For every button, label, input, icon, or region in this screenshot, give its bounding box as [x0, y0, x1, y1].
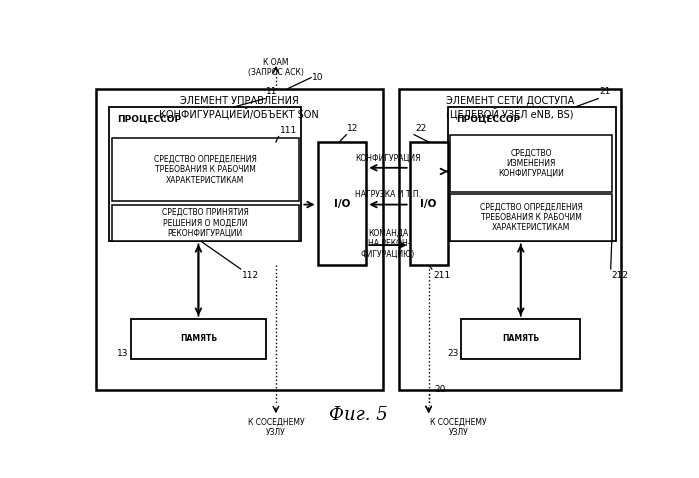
- Text: СРЕДСТВО ОПРЕДЕЛЕНИЯ
ТРЕБОВАНИЯ К РАБОЧИМ
ХАРАКТЕРИСТИКАМ: СРЕДСТВО ОПРЕДЕЛЕНИЯ ТРЕБОВАНИЯ К РАБОЧИ…: [480, 203, 582, 232]
- Bar: [399, 88, 621, 391]
- Text: I/O: I/O: [421, 199, 437, 209]
- Text: 10: 10: [312, 73, 324, 82]
- Bar: [96, 88, 382, 391]
- Text: Фиг. 5: Фиг. 5: [329, 405, 388, 424]
- Bar: [410, 142, 447, 265]
- Text: 21: 21: [599, 87, 611, 96]
- Bar: [131, 319, 266, 359]
- Text: ПАМЯТЬ: ПАМЯТЬ: [502, 335, 540, 343]
- Text: 13: 13: [117, 349, 128, 358]
- Text: 12: 12: [347, 124, 359, 133]
- Text: 22: 22: [415, 124, 426, 133]
- Bar: [112, 138, 298, 201]
- Text: КОНФИГУРАЦИЯ: КОНФИГУРАЦИЯ: [355, 153, 421, 162]
- Text: КОМАНДА
(НА РЕКОН-
ФИГУРАЦИЮ): КОМАНДА (НА РЕКОН- ФИГУРАЦИЮ): [361, 228, 415, 258]
- Text: 112: 112: [242, 271, 259, 280]
- Bar: [317, 142, 366, 265]
- Text: К ОАМ
(ЗАПРОС АСК): К ОАМ (ЗАПРОС АСК): [248, 58, 304, 77]
- Text: 211: 211: [433, 271, 450, 280]
- Text: СРЕДСТВО ОПРЕДЕЛЕНИЯ
ТРЕБОВАНИЯ К РАБОЧИМ
ХАРАКТЕРИСТИКАМ: СРЕДСТВО ОПРЕДЕЛЕНИЯ ТРЕБОВАНИЯ К РАБОЧИ…: [154, 155, 257, 185]
- Text: I/O: I/O: [334, 199, 350, 209]
- Text: ПАМЯТЬ: ПАМЯТЬ: [180, 335, 217, 343]
- Text: ПРОЦЕССОР: ПРОЦЕССОР: [456, 114, 520, 123]
- Bar: [450, 135, 612, 192]
- Text: 212: 212: [612, 271, 629, 280]
- Text: ЭЛЕМЕНТ УПРАВЛЕНИЯ
КОНФИГУРАЦИЕЙ/ОБЪЕКТ SON: ЭЛЕМЕНТ УПРАВЛЕНИЯ КОНФИГУРАЦИЕЙ/ОБЪЕКТ …: [159, 96, 319, 120]
- Bar: [447, 107, 616, 241]
- Text: СРЕДСТВО
ИЗМЕНЕНИЯ
КОНФИГУРАЦИИ: СРЕДСТВО ИЗМЕНЕНИЯ КОНФИГУРАЦИИ: [498, 148, 564, 178]
- Text: 23: 23: [447, 349, 459, 358]
- Text: ПРОЦЕССОР: ПРОЦЕССОР: [117, 114, 181, 123]
- Text: К СОСЕДНЕМУ
УЗЛУ: К СОСЕДНЕМУ УЗЛУ: [247, 418, 304, 437]
- Text: СРЕДСТВО ПРИНЯТИЯ
РЕШЕНИЯ О МОДЕЛИ
РЕКОНФИГУРАЦИИ: СРЕДСТВО ПРИНЯТИЯ РЕШЕНИЯ О МОДЕЛИ РЕКОН…: [161, 208, 249, 238]
- Text: 20: 20: [434, 385, 445, 394]
- Text: К СОСЕДНЕМУ
УЗЛУ: К СОСЕДНЕМУ УЗЛУ: [430, 418, 487, 437]
- Bar: [450, 194, 612, 241]
- Text: 11: 11: [266, 87, 278, 96]
- Text: 111: 111: [280, 126, 297, 135]
- Text: ЭЛЕМЕНТ СЕТИ ДОСТУПА
(ЦЕЛЕВОЙ УЗЕЛ eNB, BS): ЭЛЕМЕНТ СЕТИ ДОСТУПА (ЦЕЛЕВОЙ УЗЕЛ eNB, …: [446, 96, 574, 120]
- Bar: [461, 319, 580, 359]
- Bar: [109, 107, 301, 241]
- Text: НАГРУЗКА И Т.П.: НАГРУЗКА И Т.П.: [355, 190, 421, 199]
- Bar: [112, 205, 298, 241]
